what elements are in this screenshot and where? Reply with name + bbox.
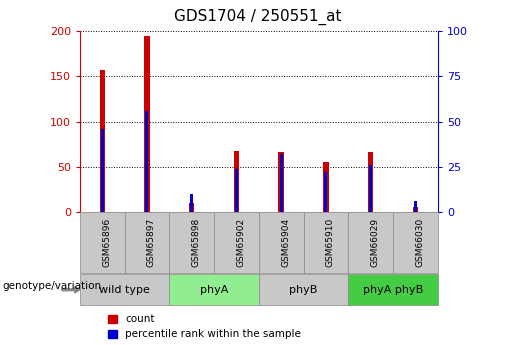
Text: wild type: wild type [99, 285, 150, 295]
Bar [101, 129, 104, 212]
Legend: count, percentile rank within the sample: count, percentile rank within the sample [108, 314, 301, 339]
Bar [413, 207, 418, 212]
Bar [234, 150, 239, 212]
Text: GSM65898: GSM65898 [192, 218, 201, 267]
Text: phyA phyB: phyA phyB [363, 285, 423, 295]
Bar [280, 154, 283, 212]
Bar [144, 37, 150, 212]
Bar [190, 194, 193, 212]
Text: genotype/variation: genotype/variation [3, 282, 101, 291]
Text: GSM65910: GSM65910 [326, 218, 335, 267]
Text: GSM65896: GSM65896 [102, 218, 111, 267]
Text: GSM66030: GSM66030 [416, 218, 424, 267]
Text: GSM65902: GSM65902 [236, 218, 246, 267]
Text: phyB: phyB [289, 285, 318, 295]
Text: GDS1704 / 250551_at: GDS1704 / 250551_at [174, 9, 341, 25]
Bar [99, 70, 105, 212]
Text: GSM65904: GSM65904 [281, 218, 290, 267]
Bar [369, 165, 372, 212]
Text: GSM65897: GSM65897 [147, 218, 156, 267]
Bar [145, 111, 148, 212]
Bar [279, 152, 284, 212]
Bar [235, 169, 238, 212]
Bar [414, 201, 417, 212]
Text: GSM66029: GSM66029 [371, 218, 380, 267]
Bar [189, 203, 194, 212]
Bar [324, 172, 328, 212]
Bar [368, 152, 373, 212]
Text: phyA: phyA [200, 285, 228, 295]
Bar [323, 162, 329, 212]
